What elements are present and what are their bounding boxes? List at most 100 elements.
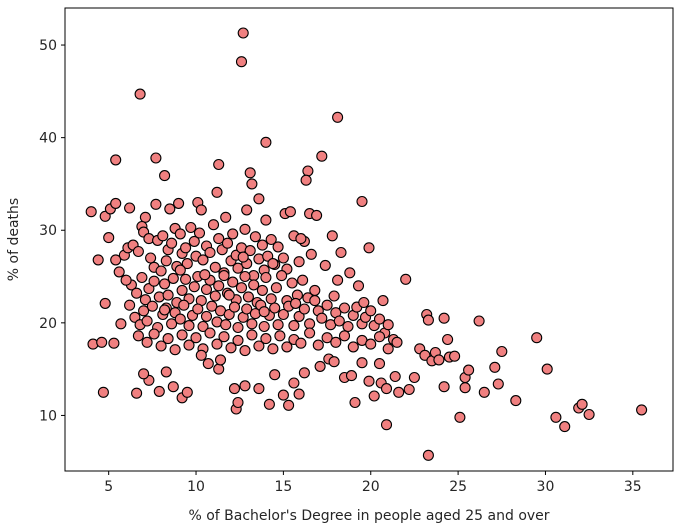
data-point [256, 239, 268, 251]
data-point [583, 408, 595, 421]
data-point [178, 299, 190, 311]
data-point [174, 313, 186, 325]
data-point [438, 312, 450, 324]
data-point [190, 332, 202, 344]
data-point [160, 255, 172, 267]
data-point [221, 237, 234, 249]
data-point [260, 333, 272, 345]
data-point [246, 318, 258, 330]
data-point [496, 345, 508, 358]
data-point [174, 228, 186, 240]
data-point [214, 354, 227, 366]
data-point [295, 337, 307, 349]
data-point [160, 366, 172, 378]
data-point [333, 315, 345, 327]
x-tick-label: 15 [274, 479, 292, 495]
data-point [99, 297, 111, 309]
data-point [332, 111, 344, 123]
data-point [129, 311, 141, 323]
data-point [328, 356, 340, 368]
data-point [442, 333, 454, 346]
data-point [237, 27, 249, 39]
data-point [85, 206, 97, 218]
data-point [225, 342, 237, 354]
data-point [134, 88, 146, 100]
data-point [258, 320, 270, 333]
plot-frame [64, 7, 674, 472]
data-point [197, 320, 209, 333]
data-point [377, 295, 389, 307]
data-point [235, 56, 248, 68]
x-tick-label: 35 [624, 479, 642, 495]
data-point [244, 245, 256, 257]
data-point [288, 320, 300, 332]
data-point [180, 273, 192, 285]
data-point [373, 358, 386, 370]
data-point [223, 308, 235, 321]
data-point [206, 300, 218, 312]
data-point [124, 202, 136, 214]
data-point [373, 331, 386, 343]
data-point [148, 328, 160, 340]
data-point [249, 231, 261, 243]
data-point [239, 345, 251, 357]
data-point [207, 219, 220, 231]
data-point [380, 419, 393, 431]
data-point [162, 289, 174, 301]
data-point [199, 269, 211, 281]
data-point [365, 338, 377, 350]
data-point [139, 211, 151, 223]
data-point [153, 291, 165, 303]
data-point [241, 303, 253, 315]
data-point [300, 174, 312, 186]
data-point [139, 294, 151, 306]
data-point [103, 232, 115, 244]
data-point [141, 315, 153, 327]
data-point [550, 411, 562, 423]
data-point [492, 378, 504, 390]
data-point [213, 280, 225, 292]
y-tick-label: 40 [39, 131, 57, 147]
data-point [167, 381, 179, 393]
data-point [288, 377, 300, 389]
data-point [358, 296, 370, 309]
data-point [328, 290, 340, 302]
data-point [146, 300, 158, 312]
data-point [211, 186, 223, 198]
data-point [408, 371, 420, 384]
data-point [136, 271, 148, 284]
data-point [220, 211, 232, 223]
data-point [382, 343, 394, 355]
data-point [159, 170, 171, 182]
data-point [293, 256, 305, 268]
data-point [223, 289, 235, 301]
data-point [531, 332, 543, 344]
data-point [176, 329, 188, 341]
data-point [246, 178, 258, 190]
data-point [253, 383, 265, 395]
data-point [183, 320, 195, 332]
data-point [181, 258, 193, 270]
data-point [260, 136, 272, 148]
data-point [193, 227, 206, 239]
data-point [459, 382, 471, 394]
x-tick-label: 5 [104, 479, 113, 495]
data-point [478, 386, 490, 398]
data-point [141, 336, 153, 348]
data-point [200, 310, 213, 322]
data-point [237, 251, 249, 263]
data-point [272, 319, 284, 331]
data-point [228, 383, 241, 395]
data-point [200, 283, 213, 296]
data-point [263, 398, 275, 410]
data-point [489, 361, 501, 373]
data-point [342, 320, 354, 333]
data-point [204, 327, 216, 339]
data-point [150, 152, 162, 164]
x-axis-label: % of Bachelor's Degree in people aged 25… [188, 508, 549, 524]
data-point [393, 386, 405, 398]
data-point [195, 204, 207, 216]
data-point [192, 303, 204, 315]
data-point [244, 167, 256, 179]
data-point [185, 221, 197, 234]
